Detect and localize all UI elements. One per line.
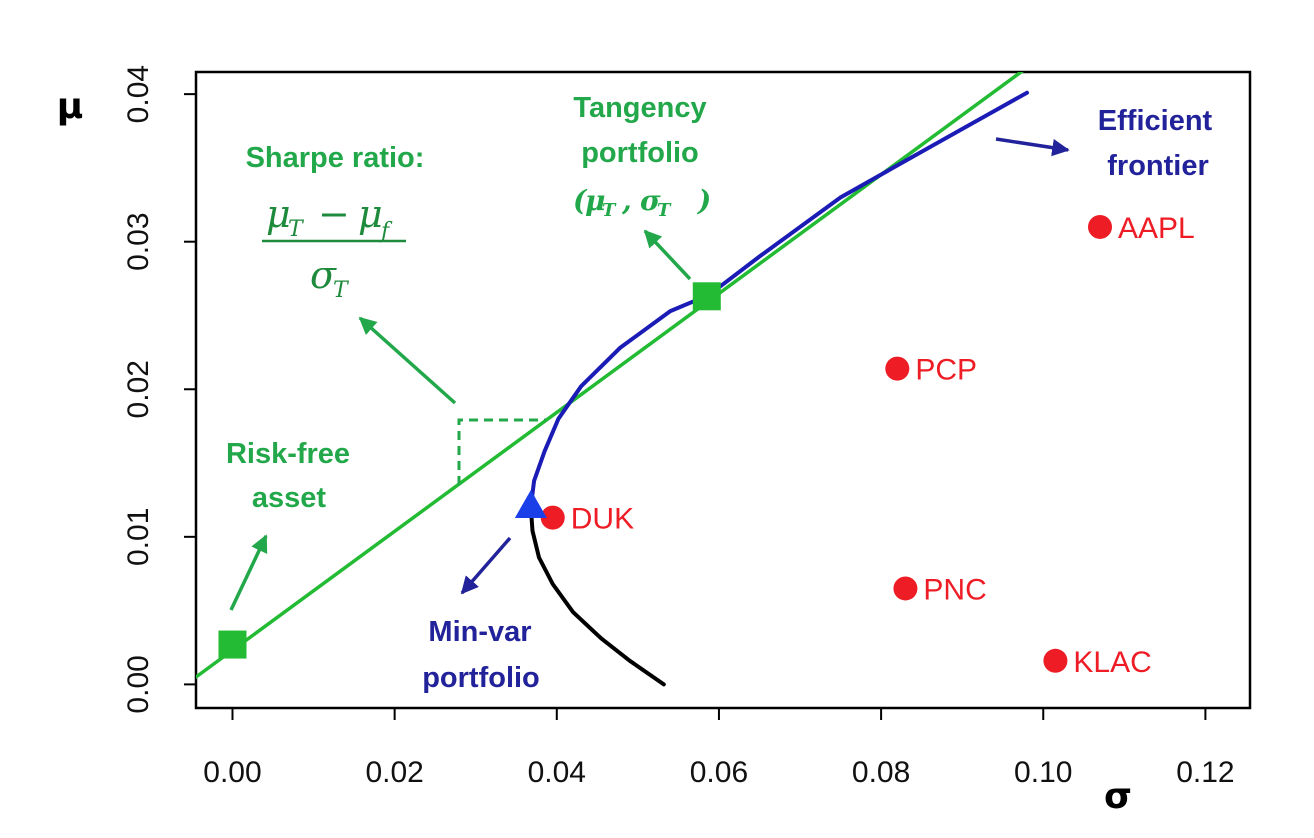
stock-label-pnc: PNC (923, 573, 986, 606)
markers-layer (218, 214, 1113, 673)
efficient-label-line1: Efficient (1098, 105, 1213, 137)
efficient-label-line2: frontier (1107, 150, 1209, 182)
minvar-label-line2: portfolio (422, 662, 540, 694)
x-tick-label: 0.10 (1014, 756, 1072, 789)
tangency-sigma: σ (640, 184, 661, 217)
y-tick-label: 0.01 (122, 508, 155, 566)
stock-point-klac (1043, 648, 1068, 673)
y-axis-title: μ (57, 86, 84, 127)
riskfree-arrow (229, 534, 268, 611)
sharpe-arrow (358, 316, 457, 405)
svg-text:): ) (696, 184, 711, 217)
tangency-label-line2: portfolio (581, 137, 699, 169)
y-tick-label: 0.03 (122, 213, 155, 271)
stock-point-pcp (885, 356, 910, 381)
risk-free-marker (218, 630, 247, 659)
stock-point-pnc (893, 576, 918, 601)
tangency-sigma-sub: T (657, 200, 672, 221)
stock-label-pcp: PCP (915, 354, 977, 387)
y-tick-label: 0.04 (122, 65, 155, 123)
efficient-arrow (995, 137, 1070, 157)
tangency-coordinates: ( μ T , σ T ) (573, 184, 711, 221)
sharpe-title: Sharpe ratio: (246, 142, 425, 174)
stock-label-klac: KLAC (1073, 646, 1151, 679)
y-tick-label: 0.00 (122, 655, 155, 713)
sharpe-mu-t-sub: T (288, 217, 305, 242)
x-tick-label: 0.06 (690, 756, 748, 789)
sharpe-formula: μ T − μ f σ T (262, 192, 406, 303)
sharpe-slope-triangle (457, 418, 546, 485)
minvar-label-line1: Min-var (428, 616, 531, 648)
y-axis: 0.00 0.01 0.02 0.03 0.04 (122, 65, 196, 714)
stock-label-duk: DUK (571, 503, 634, 536)
tangency-arrow (643, 229, 692, 281)
svg-text:,: , (621, 184, 632, 217)
tangency-mu-sub: T (602, 200, 617, 221)
y-tick-label: 0.02 (122, 360, 155, 418)
efficient-frontier-line (528, 90, 1029, 510)
stock-labels: AAPL PCP DUK PNC KLAC (571, 212, 1195, 679)
tangency-mu: μ (585, 184, 606, 217)
x-tick-label: 0.08 (852, 756, 910, 789)
sharpe-sigma-sub: T (333, 278, 350, 303)
inefficient-frontier-line (528, 505, 666, 687)
riskfree-label-line1: Risk-free (226, 438, 350, 470)
riskfree-label-line2: asset (252, 482, 327, 514)
tangency-marker (692, 282, 721, 311)
x-axis-title: σ (1104, 776, 1132, 817)
series-lines (196, 72, 1029, 687)
sharpe-sigma: σ (310, 253, 337, 297)
min-var-marker (514, 489, 547, 518)
stock-label-aapl: AAPL (1118, 212, 1195, 245)
minvar-arrow (460, 536, 512, 595)
x-tick-label: 0.04 (528, 756, 586, 789)
svg-text:(: ( (573, 184, 588, 217)
sharpe-mu-f: μ (358, 192, 383, 236)
x-tick-label: 0.12 (1176, 756, 1234, 789)
x-tick-label: 0.02 (365, 756, 423, 789)
tangency-label-line1: Tangency (573, 92, 706, 124)
stock-point-duk (540, 505, 565, 530)
x-tick-label: 0.00 (203, 756, 261, 789)
x-axis: 0.00 0.02 0.04 0.06 0.08 0.10 0.12 (203, 708, 1235, 789)
stock-point-aapl (1088, 214, 1113, 239)
sharpe-mu-t: μ (266, 192, 291, 236)
sharpe-minus: − (318, 192, 350, 236)
